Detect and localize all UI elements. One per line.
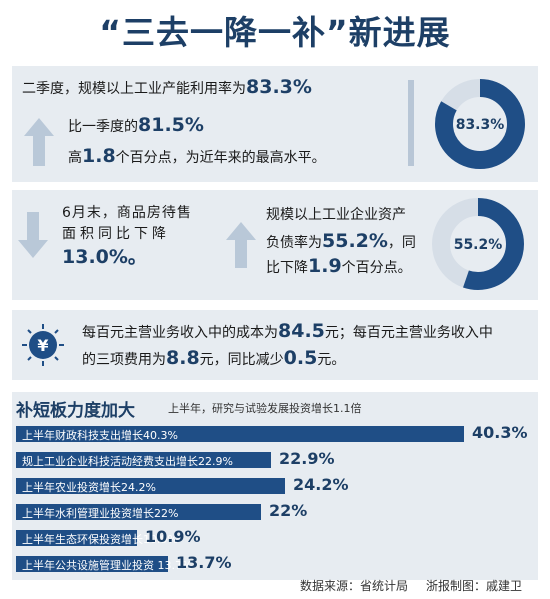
capacity-donut-arc xyxy=(435,79,525,169)
data-source: 数据来源：省统计局 xyxy=(300,579,409,593)
q1-line: 比一季度的81.5% xyxy=(68,114,204,138)
bar-row: 上半年公共设施管理业投资 13.7% 13.7% xyxy=(16,553,536,572)
bar xyxy=(16,504,261,520)
page-title: “三去一降一补”新进展 xyxy=(99,13,451,52)
bar-category-label: 上半年财政科技支出增长40.3% xyxy=(22,429,178,442)
increase-value: 1.8 xyxy=(82,145,116,167)
bar-value-label: 24.2% xyxy=(293,475,349,494)
cost-line1: 每百元主营业务收入中的成本为84.5元；每百元主营业务收入中 xyxy=(82,320,493,344)
bar-value-label: 22.9% xyxy=(279,449,335,468)
capacity-donut-label: 83.3% xyxy=(456,117,505,133)
divider-bar xyxy=(408,80,414,166)
down-arrow-icon xyxy=(18,212,48,258)
expense-value: 8.8 xyxy=(166,347,200,369)
debt-donut-arc xyxy=(432,198,524,290)
bar xyxy=(16,478,285,494)
housing-line3: 13.0%。 xyxy=(62,246,147,270)
chart-subtitle: 上半年，研究与试验发展投资增长1.1倍 xyxy=(168,402,362,415)
housing-value: 13.0%。 xyxy=(62,246,147,268)
q1-value: 81.5% xyxy=(138,114,204,136)
capacity-value: 83.3% xyxy=(246,76,312,98)
bar-row: 上半年生态环保投资增长10.9% 10.9% xyxy=(16,527,536,546)
capacity-donut: 83.3% xyxy=(435,79,525,169)
bar-row: 规上工业企业科技活动经费支出增长22.9% 22.9% xyxy=(16,449,536,468)
debt-suffix: ，同 xyxy=(387,235,416,251)
debt-value: 55.2% xyxy=(322,230,388,252)
debt-line2: 负债率为55.2%，同 xyxy=(266,230,416,254)
debt-donut-label: 55.2% xyxy=(454,237,503,253)
bar-category-label: 上半年农业投资增长24.2% xyxy=(22,481,156,494)
yen-coin-icon: ¥ xyxy=(22,324,64,366)
expense-suffix: 元。 xyxy=(317,352,346,368)
debt-donut: 55.2% xyxy=(432,198,524,290)
housing-line2: 面积同比下降 xyxy=(62,226,170,242)
bar-value-label: 10.9% xyxy=(145,527,201,546)
expense-drop-value: 0.5 xyxy=(283,347,318,369)
bar-category-label: 上半年生态环保投资增长10.9% xyxy=(22,533,178,546)
debt-line3: 比下降1.9个百分点。 xyxy=(266,255,412,279)
chart-title: 补短板力度加大 xyxy=(16,401,135,421)
bar-row: 上半年农业投资增长24.2% 24.2% xyxy=(16,475,536,494)
housing-line1: 6月末，商品房待售 xyxy=(62,205,192,221)
cost-suffix: 元；每百元主营业务收入中 xyxy=(324,325,493,341)
expense-prefix: 的三项费用为 xyxy=(82,352,166,368)
debt-drop-prefix: 比下降 xyxy=(266,260,308,276)
bar xyxy=(16,426,464,442)
bar-category-label: 上半年水利管理业投资增长22% xyxy=(22,507,179,520)
increase-prefix: 高 xyxy=(68,150,82,166)
expense-mid: 元，同比减少 xyxy=(199,352,284,368)
bar-value-label: 40.3% xyxy=(472,423,528,442)
cost-panel xyxy=(12,310,538,380)
bar xyxy=(16,530,137,546)
q1-text: 比一季度的 xyxy=(68,119,138,135)
bar xyxy=(16,556,168,572)
bar-category-label: 上半年公共设施管理业投资 13.7% xyxy=(22,559,193,572)
up-arrow-icon xyxy=(226,222,256,268)
cost-line2: 的三项费用为8.8元，同比减少0.5元。 xyxy=(82,347,345,371)
debt-drop-suffix: 个百分点。 xyxy=(341,260,412,276)
chart-credit: 浙报制图：戚建卫 xyxy=(426,579,523,593)
increase-line: 高1.8个百分点，为近年来的最高水平。 xyxy=(68,145,326,169)
bar-category-label: 规上工业企业科技活动经费支出增长22.9% xyxy=(22,455,233,468)
bar-row: 上半年水利管理业投资增长22% 22% xyxy=(16,501,536,520)
capacity-line1: 二季度，规模以上工业产能利用率为83.3% xyxy=(22,76,312,100)
up-arrow-icon xyxy=(24,118,54,166)
bar xyxy=(16,452,271,468)
increase-suffix: 个百分点，为近年来的最高水平。 xyxy=(115,150,326,166)
capacity-text: 二季度，规模以上工业产能利用率为 xyxy=(22,81,246,97)
cost-value: 84.5 xyxy=(278,320,325,342)
cost-prefix: 每百元主营业务收入中的成本为 xyxy=(82,325,278,341)
bar-value-label: 22% xyxy=(269,501,308,520)
svg-text:¥: ¥ xyxy=(37,336,48,355)
bar-value-label: 13.7% xyxy=(176,553,232,572)
debt-line1: 规模以上工业企业资产 xyxy=(266,207,406,223)
debt-drop-value: 1.9 xyxy=(308,255,342,277)
debt-prefix: 负债率为 xyxy=(266,235,322,251)
bar-row: 上半年财政科技支出增长40.3% 40.3% xyxy=(16,423,536,442)
